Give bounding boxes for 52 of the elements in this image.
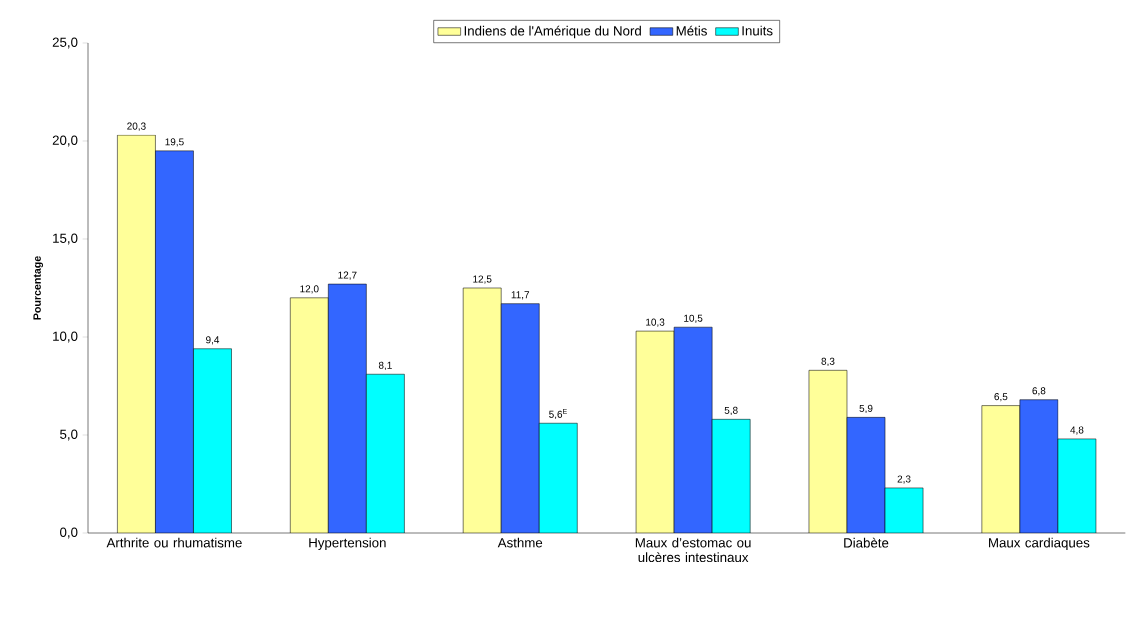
bar [636,331,675,533]
x-tick-label: Arthrite ou rhumatisme [106,537,242,548]
bar [155,150,194,533]
bar [117,135,156,533]
bar [193,348,232,533]
bar [1057,438,1097,533]
x-tick-label: Maux cardiaques [989,537,1090,551]
legend-label: Inuits [742,25,773,36]
bar [846,417,886,533]
y-tick-label: 15,0 [53,233,78,245]
data-label: 12,5 [473,275,492,284]
y-tick-label: 10,0 [53,331,78,343]
data-label: 2,3 [897,475,911,484]
legend-label: Indiens de l'Amérique du Nord [464,25,641,39]
data-label: 12,7 [338,271,357,280]
data-label: 11,7 [511,291,530,300]
data-label: 10,5 [684,314,703,323]
bar [501,303,540,533]
y-tick-label: 25,0 [52,37,78,49]
data-label: 10,3 [646,318,665,327]
bar [674,327,713,533]
data-label: 5,6$^{E}$ [549,408,567,419]
data-label: 12,0 [300,285,319,294]
x-tick-label: Hypertension [309,537,386,551]
data-label: 4,8 [1070,426,1084,435]
bar [885,487,924,533]
data-label: 6,8 [1032,387,1046,396]
data-label: 8,3 [821,357,835,367]
data-label: 6,5 [994,393,1008,402]
x-tick-label: Asthme [497,537,543,548]
y-axis-title: Pourcentage [33,256,43,320]
data-label: 20,3 [127,122,146,131]
bar [463,287,502,533]
data-label: 19,5 [165,138,184,147]
bar [808,370,847,533]
data-label: 5,9 [859,404,873,414]
bar [981,405,1021,533]
data-label: 9,4 [206,336,220,345]
y-tick-label: 20,0 [52,135,78,147]
bar [328,284,367,533]
bar [366,374,405,533]
data-label: 8,1 [378,361,392,370]
y-tick-label: 5,0 [60,429,78,441]
bar [1019,399,1059,533]
data-label: 5,8 [724,406,738,416]
x-tick-label: Maux d’estomac ou ulcères intestinaux [635,537,751,563]
x-tick-label: Diabète [844,537,889,548]
bar [539,423,578,533]
y-tick-label: 0,0 [60,527,78,539]
bar [290,297,329,533]
bar [712,419,751,533]
legend-label: Métis [676,25,707,36]
